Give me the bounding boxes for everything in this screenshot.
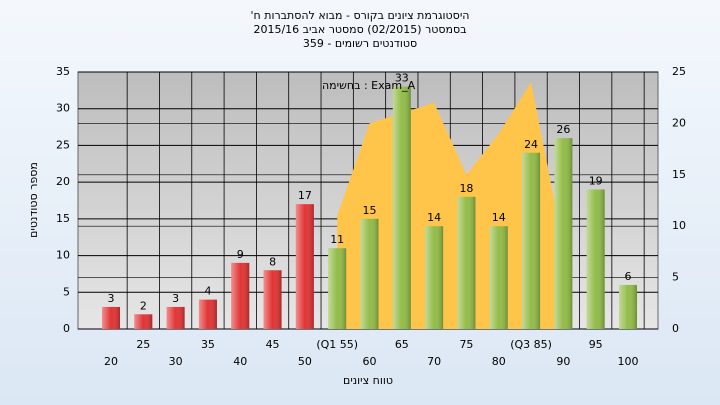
y2-tick-label: 25 (672, 65, 686, 78)
bar-shade (263, 270, 282, 329)
y-axis-label: מספר סטודנטים (27, 162, 40, 238)
value-label: 33 (395, 72, 409, 85)
value-label: 3 (108, 292, 115, 305)
bar-shade (360, 218, 379, 329)
bar-shade (166, 306, 185, 329)
x-tick-label: 40 (233, 355, 247, 368)
value-label: 24 (524, 138, 538, 151)
value-label: 9 (237, 248, 244, 261)
value-label: 26 (556, 123, 570, 136)
chart-subtitle: סטודנטים רשומים - 359 (303, 37, 417, 50)
value-label: 2 (140, 299, 147, 312)
bar-shade (586, 189, 605, 329)
value-label: 14 (492, 211, 506, 224)
bar-shade (457, 196, 476, 329)
chart-subtitle: בסמסטר (02/2015) סמסטר אביב 2015/16 (253, 23, 466, 36)
bar-shade (554, 138, 573, 329)
x-tick-label: (Q3 85) (510, 338, 552, 351)
x-tick-label: 95 (589, 338, 603, 351)
bar-shade (102, 306, 120, 329)
x-tick-label: 65 (395, 338, 409, 351)
y2-tick-label: 5 (672, 271, 679, 284)
y-tick-label: 0 (63, 322, 70, 335)
x-tick-label: 70 (427, 355, 441, 368)
x-tick-label: 35 (201, 338, 215, 351)
y-tick-label: 5 (63, 285, 70, 298)
y-tick-label: 20 (56, 175, 70, 188)
value-label: 18 (459, 182, 473, 195)
x-tick-label: 100 (618, 355, 639, 368)
bar-shade (295, 204, 314, 329)
value-label: 17 (298, 189, 312, 202)
chart-title: היסטוגרמת ציונים בקורס - מבוא להסתברות ח… (251, 9, 470, 22)
y-tick-label: 35 (56, 65, 70, 78)
value-label: 4 (204, 285, 211, 298)
x-tick-label: (Q1 55) (316, 338, 358, 351)
value-label: 3 (172, 292, 179, 305)
x-tick-label: 50 (298, 355, 312, 368)
y-tick-label: 25 (56, 138, 70, 151)
x-tick-label: 30 (169, 355, 183, 368)
value-label: 19 (589, 174, 603, 187)
x-tick-label: 80 (492, 355, 506, 368)
bar-shade (522, 152, 541, 329)
bar-shade (425, 226, 444, 329)
annotation: בחשימה : Exam_A (322, 79, 416, 92)
value-label: 8 (269, 255, 276, 268)
y2-tick-label: 0 (672, 322, 679, 335)
value-label: 6 (625, 270, 632, 283)
x-tick-label: 75 (459, 338, 473, 351)
y-tick-label: 15 (56, 212, 70, 225)
x-axis-label: טווח ציונים (343, 374, 393, 387)
x-tick-label: 20 (104, 355, 118, 368)
bar-shade (489, 226, 508, 329)
bar-shade (198, 299, 217, 329)
y2-tick-label: 10 (672, 219, 686, 232)
x-tick-label: 45 (266, 338, 280, 351)
x-tick-label: 90 (556, 355, 570, 368)
value-label: 15 (363, 204, 377, 217)
y2-tick-label: 15 (672, 168, 686, 181)
bar-shade (134, 314, 153, 329)
bar-shade (231, 262, 250, 329)
y2-tick-label: 20 (672, 116, 686, 129)
x-tick-label: 25 (136, 338, 150, 351)
y-tick-label: 30 (56, 102, 70, 115)
bar-shade (328, 248, 347, 329)
bar-shade (619, 284, 637, 329)
y-tick-label: 10 (56, 249, 70, 262)
value-label: 14 (427, 211, 441, 224)
bar-shade (392, 86, 411, 329)
value-label: 11 (330, 233, 344, 246)
x-tick-label: 60 (363, 355, 377, 368)
